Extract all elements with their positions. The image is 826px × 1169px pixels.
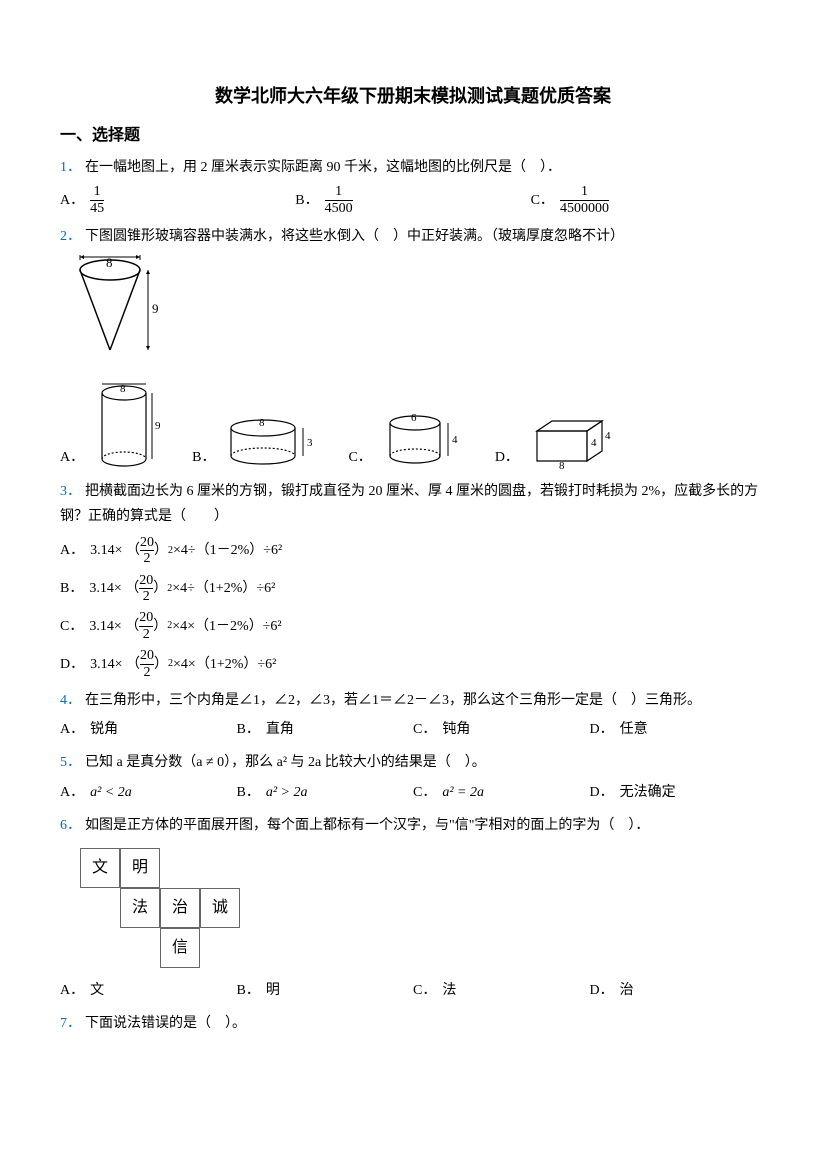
svg-text:8: 8 [559, 460, 565, 471]
cone-diameter-label: 8 [106, 255, 113, 270]
question-number: 2． [60, 229, 81, 244]
question-text: 如图是正方体的平面展开图，每个面上都标有一个汉字，与"信"字相对的面上的字为（ … [85, 818, 649, 833]
svg-text:4: 4 [591, 437, 597, 449]
option-b: B． 3.14× （ 202 ）2 ×4÷（1+2%）÷6² [60, 573, 766, 605]
question-3: 3．把横截面边长为 6 厘米的方钢，锻打成直径为 20 厘米、厚 4 厘米的圆盘… [60, 479, 766, 681]
option-c: C．法 [413, 978, 590, 1003]
option-b: B．明 [237, 978, 414, 1003]
option-c: C． 3.14× （ 202 ）2 ×4×（1－2%）÷6² [60, 610, 766, 642]
net-cell: 治 [160, 888, 200, 928]
question-number: 6． [60, 818, 81, 833]
option-label: C． [531, 188, 554, 213]
question-1: 1． 在一幅地图上，用 2 厘米表示实际距离 90 千米，这幅地图的比例尺是（ ）… [60, 155, 766, 216]
question-text: 下面说法错误的是（ ）。 [85, 1016, 246, 1031]
cube-net-diagram: 文 明 法 治 诚 信 [80, 848, 766, 968]
question-text: 下图圆锥形玻璃容器中装满水，将这些水倒入（ ）中正好装满。（玻璃厚度忽略不计） [85, 229, 624, 244]
option-c: C．a² = 2a [413, 780, 590, 805]
option-b: B． 8 3 [192, 416, 318, 471]
question-6: 6． 如图是正方体的平面展开图，每个面上都标有一个汉字，与"信"字相对的面上的字为… [60, 813, 766, 1003]
option-label: C． [348, 445, 371, 470]
net-cell: 法 [120, 888, 160, 928]
section-heading: 一、选择题 [60, 122, 766, 151]
option-a: A．a² < 2a [60, 780, 237, 805]
option-a: A． 3.14× （ 202 ）2 ×4÷（1－2%）÷6² [60, 535, 766, 567]
question-text: 把横截面边长为 6 厘米的方钢，锻打成直径为 20 厘米、厚 4 厘米的圆盘，若… [60, 484, 758, 524]
question-4: 4． 在三角形中，三个内角是∠1，∠2，∠3，若∠1＝∠2－∠3，那么这个三角形一… [60, 688, 766, 742]
option-a: A． 145 [60, 184, 295, 216]
net-cell: 文 [80, 848, 120, 888]
fraction: 202 [139, 610, 153, 642]
question-text: 在一幅地图上，用 2 厘米表示实际距离 90 千米，这幅地图的比例尺是（ ）． [85, 160, 561, 175]
question-7: 7． 下面说法错误的是（ ）。 [60, 1011, 766, 1036]
option-label: C． [60, 614, 83, 639]
svg-text:4: 4 [605, 430, 611, 442]
question-text: 在三角形中，三个内角是∠1，∠2，∠3，若∠1＝∠2－∠3，那么这个三角形一定是… [85, 693, 701, 708]
option-label: A． [60, 188, 84, 213]
fraction: 202 [140, 648, 154, 680]
option-c: C．钝角 [413, 717, 590, 742]
svg-text:8: 8 [259, 417, 265, 429]
option-a: A． 8 9 [60, 381, 162, 471]
svg-text:9: 9 [155, 420, 161, 432]
option-d: D．任意 [590, 717, 767, 742]
fraction: 14500000 [560, 184, 609, 216]
net-cell: 信 [160, 928, 200, 968]
option-label: D． [60, 652, 84, 677]
option-c: C． 6 4 [348, 411, 464, 471]
option-b: B． 14500 [295, 184, 530, 216]
svg-text:3: 3 [307, 437, 313, 449]
option-label: B． [60, 576, 83, 601]
svg-text:6: 6 [411, 412, 417, 424]
options-row: A．锐角 B．直角 C．钝角 D．任意 [60, 717, 766, 742]
net-cell: 明 [120, 848, 160, 888]
page-title: 数学北师大六年级下册期末模拟测试真题优质答案 [60, 80, 766, 112]
cone-diagram: 8 9 [70, 255, 766, 374]
question-5: 5． 已知 a 是真分数（a ≠ 0），那么 a² 与 2a 比较大小的结果是（ … [60, 750, 766, 804]
svg-text:4: 4 [452, 434, 458, 446]
options-row: A．文 B．明 C．法 D．治 [60, 978, 766, 1003]
question-number: 7． [60, 1016, 81, 1031]
option-label: D． [495, 445, 519, 470]
option-b: B．直角 [237, 717, 414, 742]
question-number: 3． [60, 484, 81, 499]
question-2: 2． 下图圆锥形玻璃容器中装满水，将这些水倒入（ ）中正好装满。（玻璃厚度忽略不计… [60, 224, 766, 470]
option-label: B． [192, 445, 215, 470]
option-d: D． 3.14× （ 202 ）2 ×4×（1+2%）÷6² [60, 648, 766, 680]
options-row: A．a² < 2a B．a² > 2a C．a² = 2a D．无法确定 [60, 780, 766, 805]
question-number: 1． [60, 160, 81, 175]
option-a: A．文 [60, 978, 237, 1003]
fraction: 202 [140, 535, 154, 567]
fraction: 14500 [325, 184, 353, 216]
option-d: D．治 [590, 978, 767, 1003]
question-text: 已知 a 是真分数（a ≠ 0），那么 a² 与 2a 比较大小的结果是（ ）。 [85, 755, 486, 770]
image-options: A． 8 9 B． 8 3 [60, 381, 766, 471]
option-a: A．锐角 [60, 717, 237, 742]
option-d: D．无法确定 [590, 780, 767, 805]
cone-height-label: 9 [152, 301, 159, 316]
option-c: C． 14500000 [531, 184, 766, 216]
fraction: 202 [139, 573, 153, 605]
option-b: B．a² > 2a [237, 780, 414, 805]
question-number: 5． [60, 755, 81, 770]
option-label: A． [60, 445, 84, 470]
svg-text:8: 8 [120, 383, 126, 395]
option-label: A． [60, 538, 84, 563]
fraction: 145 [90, 184, 104, 216]
net-cell: 诚 [200, 888, 240, 928]
options-row: A． 145 B． 14500 C． 14500000 [60, 184, 766, 216]
question-number: 4． [60, 693, 81, 708]
option-d: D． 4 4 8 [495, 411, 617, 471]
option-label: B． [295, 188, 318, 213]
